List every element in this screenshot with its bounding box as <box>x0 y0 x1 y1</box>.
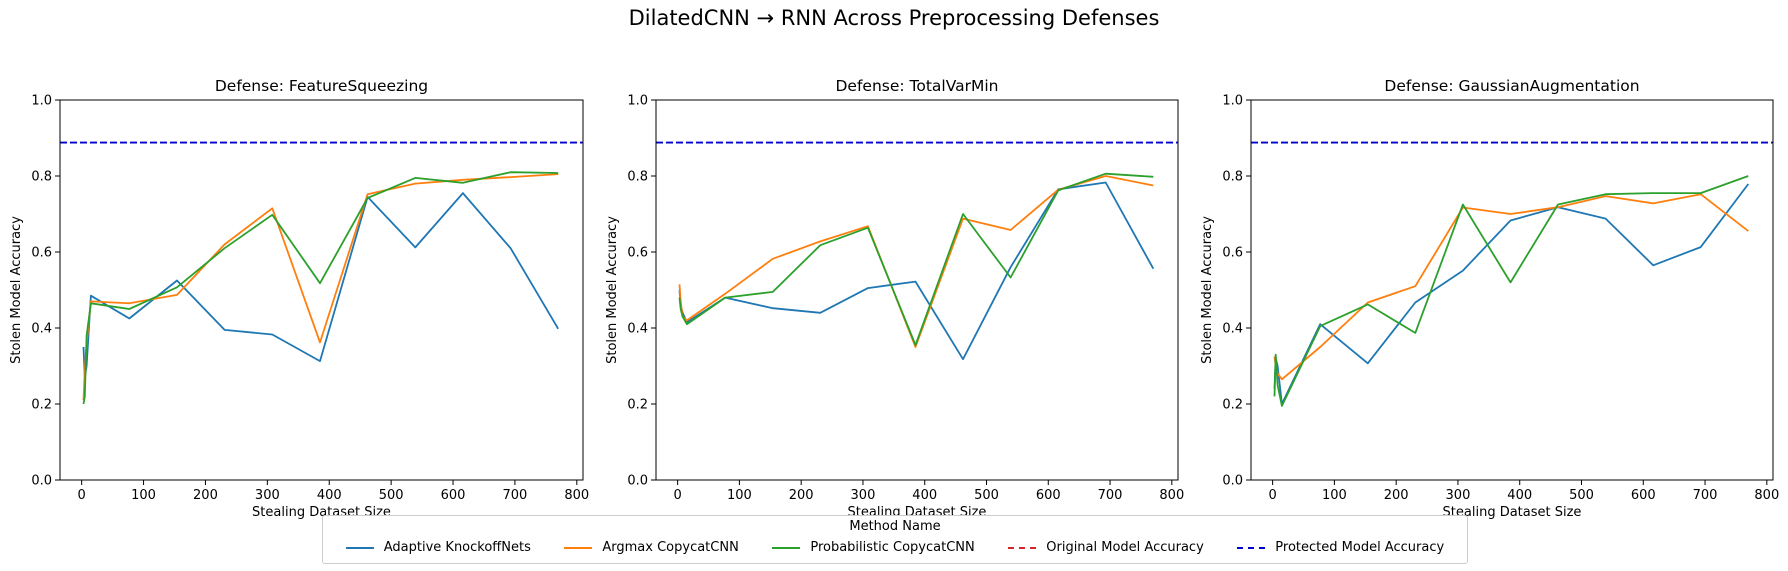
y-tick-label: 0.2 <box>31 398 52 413</box>
x-tick-label: 400 <box>912 488 937 503</box>
x-tick-label: 700 <box>1693 488 1718 503</box>
legend-label: Original Model Accuracy <box>1046 540 1204 555</box>
x-tick-label: 100 <box>727 488 752 503</box>
legend-title: Method Name <box>849 519 941 534</box>
legend-item: Probabilistic CopycatCNN <box>772 540 975 555</box>
legend-label: Adaptive KnockoffNets <box>383 540 531 555</box>
legend-swatch <box>1008 546 1037 549</box>
x-tick-label: 500 <box>1569 488 1594 503</box>
x-tick-label: 200 <box>1384 488 1409 503</box>
x-tick-label: 800 <box>1159 488 1184 503</box>
series-line <box>1273 175 1749 407</box>
legend-swatch <box>564 546 593 549</box>
legend-swatch <box>345 546 374 549</box>
y-tick-label: 0.4 <box>627 322 648 337</box>
y-tick-label: 0.0 <box>627 474 648 489</box>
x-tick-label: 200 <box>193 488 218 503</box>
series-line <box>1273 183 1750 405</box>
y-axis-label: Stolen Model Accuracy <box>9 216 24 364</box>
x-tick-label: 0 <box>673 488 681 503</box>
series-line <box>82 192 559 379</box>
y-tick-label: 0.2 <box>1222 398 1243 413</box>
legend: Method Name Adaptive KnockoffNets Argmax … <box>322 515 1468 564</box>
series-line <box>1273 193 1749 381</box>
series-line <box>82 171 559 405</box>
legend-item: Original Model Accuracy <box>1008 540 1204 555</box>
y-axis-label: Stolen Model Accuracy <box>605 216 620 364</box>
series-line <box>678 181 1155 361</box>
x-tick-label: 800 <box>564 488 589 503</box>
x-tick-label: 500 <box>974 488 999 503</box>
x-tick-label: 300 <box>1446 488 1471 503</box>
legend-swatch <box>1237 546 1266 549</box>
x-tick-label: 600 <box>1631 488 1656 503</box>
plot-frame <box>655 99 1179 481</box>
subplot: Defense: TotalVarMin 0.0 0.2 0.4 0.6 0.8 1.0 0 1… <box>605 77 1184 520</box>
legend-label: Probabilistic CopycatCNN <box>810 540 975 555</box>
x-tick-label: 500 <box>379 488 404 503</box>
x-tick-label: 600 <box>1036 488 1061 503</box>
x-tick-label: 0 <box>78 488 86 503</box>
x-tick-label: 400 <box>1507 488 1532 503</box>
y-tick-label: 0.2 <box>627 398 648 413</box>
legend-label: Argmax CopycatCNN <box>602 540 739 555</box>
x-tick-label: 700 <box>503 488 528 503</box>
plot-frame <box>1250 99 1774 481</box>
x-tick-label: 400 <box>317 488 342 503</box>
y-tick-label: 1.0 <box>1222 94 1243 109</box>
legend-item: Adaptive KnockoffNets <box>345 540 531 555</box>
x-axis-label: Stealing Dataset Size <box>1443 505 1582 520</box>
series-line <box>82 173 559 401</box>
x-tick-label: 800 <box>1754 488 1779 503</box>
y-tick-label: 0.4 <box>1222 322 1243 337</box>
legend-label: Protected Model Accuracy <box>1275 540 1445 555</box>
x-tick-label: 100 <box>1322 488 1347 503</box>
figure-suptitle: DilatedCNN → RNN Across Preprocessing De… <box>629 6 1160 30</box>
y-tick-label: 0.0 <box>31 474 52 489</box>
y-axis-label: Stolen Model Accuracy <box>1200 216 1215 364</box>
legend-items: Adaptive KnockoffNets Argmax CopycatCNN Pr… <box>323 540 1467 555</box>
y-tick-label: 1.0 <box>627 94 648 109</box>
subplot: Defense: FeatureSqueezing 0.0 0.2 0.4 0.6 0.8… <box>9 77 589 520</box>
legend-swatch <box>772 546 801 549</box>
legend-item: Protected Model Accuracy <box>1237 540 1444 555</box>
x-tick-label: 0 <box>1268 488 1276 503</box>
y-tick-label: 0.6 <box>1222 246 1243 261</box>
series-line <box>678 175 1154 348</box>
y-tick-label: 0.6 <box>627 246 648 261</box>
y-tick-label: 0.0 <box>1222 474 1243 489</box>
x-tick-label: 300 <box>851 488 876 503</box>
x-tick-label: 100 <box>131 488 156 503</box>
y-tick-label: 0.4 <box>31 322 52 337</box>
y-tick-label: 1.0 <box>31 94 52 109</box>
subplot-title: Defense: TotalVarMin <box>835 77 998 95</box>
y-tick-label: 0.8 <box>31 170 52 185</box>
x-tick-label: 300 <box>255 488 280 503</box>
y-tick-label: 0.6 <box>31 246 52 261</box>
subplot-panels: Defense: FeatureSqueezing 0.0 0.2 0.4 0.6 0.8… <box>9 77 1779 520</box>
series-line <box>678 172 1154 347</box>
subplot-title: Defense: FeatureSqueezing <box>215 77 428 95</box>
subplot: Defense: GaussianAugmentation 0.0 0.2 0.4 0.… <box>1200 77 1779 520</box>
x-tick-label: 600 <box>441 488 466 503</box>
y-tick-label: 0.8 <box>1222 170 1243 185</box>
plot-frame <box>59 99 584 481</box>
x-tick-label: 200 <box>789 488 814 503</box>
subplot-title: Defense: GaussianAugmentation <box>1384 77 1639 95</box>
legend-item: Argmax CopycatCNN <box>564 540 739 555</box>
x-tick-label: 700 <box>1098 488 1123 503</box>
y-tick-label: 0.8 <box>627 170 648 185</box>
